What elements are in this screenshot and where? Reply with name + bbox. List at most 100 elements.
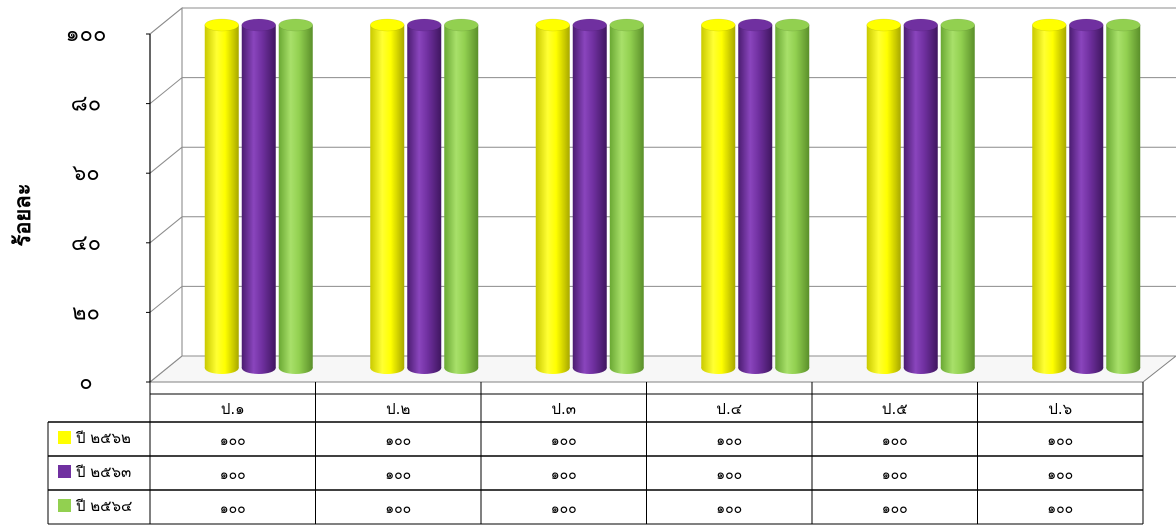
bar-top (775, 18, 810, 32)
y-tick-label: ๐ (79, 370, 92, 395)
bar-body (609, 25, 644, 368)
gridline-side (149, 216, 183, 244)
bar-base (444, 362, 479, 374)
bar-body (1069, 25, 1104, 368)
bar (609, 18, 644, 374)
bar-body (903, 25, 938, 368)
y-tick-label: ๒๐ (72, 300, 100, 325)
data-label: ๑๐๐ (1047, 433, 1073, 449)
gridline-side (149, 286, 183, 313)
bar-body (738, 25, 773, 368)
bar-body (701, 25, 736, 368)
data-label: ๑๐๐ (716, 433, 742, 449)
bar (204, 18, 239, 374)
bar-base (609, 362, 644, 374)
bar (1032, 18, 1067, 374)
bar-body (204, 25, 239, 368)
data-label: ๑๐๐ (385, 501, 411, 517)
bar-body (444, 25, 479, 368)
bar (278, 18, 313, 374)
data-label: ๑๐๐ (882, 501, 908, 517)
x-tick-label: ป.๑ (221, 400, 245, 418)
bar-top (866, 18, 901, 32)
bar-body (407, 25, 442, 368)
bar-base (572, 362, 607, 374)
data-label: ๑๐๐ (220, 433, 246, 449)
bar-top (609, 18, 644, 32)
data-label: ๑๐๐ (716, 467, 742, 483)
data-label: ๑๐๐ (220, 501, 246, 517)
legend-swatch (58, 465, 71, 478)
bar (903, 18, 938, 374)
bar-base (1032, 362, 1067, 374)
legend-swatch (58, 499, 71, 512)
data-label: ๑๐๐ (882, 433, 908, 449)
bars (204, 18, 1141, 374)
bar-top (701, 18, 736, 32)
bar-base (866, 362, 901, 374)
gridline-side (149, 355, 183, 383)
y-axis-label: ร้อยละ (11, 183, 36, 246)
bar-top (278, 18, 313, 32)
data-table: ป.๑ ป.๒ ป.๓ ป.๔ ป.๕ ป.๖ปี ๒๕๖๒ ๑๐๐ ๑๐๐ ๑๐๐ ๑๐๐ ๑๐๐… (47, 382, 1144, 525)
data-label: ๑๐๐ (551, 467, 577, 483)
data-label: ๑๐๐ (220, 467, 246, 483)
x-tick-label: ป.๕ (882, 400, 908, 418)
bar (1069, 18, 1104, 374)
bar-body (572, 25, 607, 368)
bar-body (535, 25, 570, 368)
legend-label: ปี ๒๕๖๓ (75, 463, 131, 481)
x-tick-label: ป.๔ (716, 400, 742, 418)
bar-top (738, 18, 773, 32)
data-label: ๑๐๐ (551, 501, 577, 517)
y-tick-label: ๖๐ (72, 161, 99, 186)
legend-label: ปี ๒๕๖๒ (75, 429, 131, 447)
bar-top (1069, 18, 1104, 32)
bar (407, 18, 442, 374)
bar-base (204, 362, 239, 374)
bar (738, 18, 773, 374)
y-tick-label: ๔๐ (71, 231, 101, 256)
y-ticks: ๐ ๒๐ ๔๐ ๖๐ ๘๐ ๑๐๐ (66, 22, 107, 395)
bar-base (1069, 362, 1104, 374)
bar-body (370, 25, 405, 368)
bar-base (535, 362, 570, 374)
data-label: ๑๐๐ (385, 467, 411, 483)
bar-base (407, 362, 442, 374)
bar-base (903, 362, 938, 374)
data-label: ๑๐๐ (1047, 467, 1073, 483)
bar-body (1106, 25, 1141, 368)
bar (775, 18, 810, 374)
bar-top (407, 18, 442, 32)
bar-body (241, 25, 276, 368)
gridline-side (149, 146, 183, 174)
bar-top (1106, 18, 1141, 32)
bar (370, 18, 405, 374)
bar (940, 18, 975, 374)
x-tick-label: ป.๓ (551, 400, 576, 418)
bar-top (241, 18, 276, 32)
bar-top (444, 18, 479, 32)
bar-base (775, 362, 810, 374)
bar-base (1106, 362, 1141, 374)
bar (535, 18, 570, 374)
y-tick-label: ๑๐๐ (66, 22, 107, 47)
bar-top (1032, 18, 1067, 32)
bar-top (370, 18, 405, 32)
data-label: ๑๐๐ (716, 501, 742, 517)
bar-base (241, 362, 276, 374)
bar-body (940, 25, 975, 368)
bar (241, 18, 276, 374)
bar-top (204, 18, 239, 32)
legend-swatch (58, 431, 71, 444)
bar-top (535, 18, 570, 32)
bar (444, 18, 479, 374)
bar-body (1032, 25, 1067, 368)
data-label: ๑๐๐ (385, 433, 411, 449)
bar (701, 18, 736, 374)
x-tick-label: ป.๒ (386, 400, 410, 418)
legend-label: ปี ๒๕๖๔ (75, 497, 132, 515)
bar-top (572, 18, 607, 32)
gridline-side (149, 7, 183, 35)
